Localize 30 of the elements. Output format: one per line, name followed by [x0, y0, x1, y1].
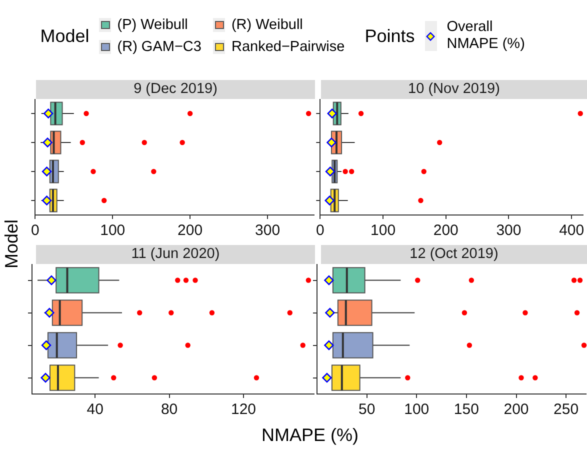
- chart-title: 11 (Jun 2020): [36, 245, 315, 264]
- legend-label: (P) Weibull: [117, 17, 188, 33]
- x-tick-label: 0: [31, 222, 40, 240]
- x-tick-label: 120: [230, 401, 256, 418]
- x-tick-label: 250: [554, 401, 579, 418]
- text: Points: [364, 26, 415, 46]
- x-tick-label: 200: [178, 222, 203, 240]
- legend-title: Model: [40, 26, 90, 46]
- chart-title: 12 (Oct 2019): [321, 245, 587, 264]
- text: Overall NMAPE (%): [446, 19, 526, 53]
- x-tick-label: 200: [504, 401, 529, 418]
- x-axis-title: NMAPE (%): [261, 425, 359, 446]
- x-tick-label: 300: [496, 222, 522, 240]
- x-tick-label: 80: [160, 401, 178, 418]
- chart-title: 10 (Nov 2019): [321, 80, 587, 99]
- x-tick-label: 200: [433, 222, 458, 240]
- x-tick-label: 400: [559, 222, 584, 240]
- chart-title: 9 (Dec 2019): [36, 80, 315, 99]
- x-tick-label: 300: [255, 222, 280, 240]
- x-tick-label: 100: [370, 222, 396, 240]
- x-tick-label: 100: [404, 401, 430, 418]
- x-tick-label: 0: [316, 222, 324, 240]
- x-tick-label: 50: [358, 401, 376, 418]
- y-axis-title: Model: [2, 219, 22, 269]
- x-tick-label: 150: [454, 401, 479, 418]
- legend-label: Ranked−Pairwise: [231, 39, 345, 55]
- legend-label: (R) GAM−C3: [117, 39, 202, 55]
- x-tick-label: 40: [86, 401, 104, 418]
- legend-label: (R) Weibull: [231, 17, 303, 33]
- x-tick-label: 100: [100, 222, 126, 240]
